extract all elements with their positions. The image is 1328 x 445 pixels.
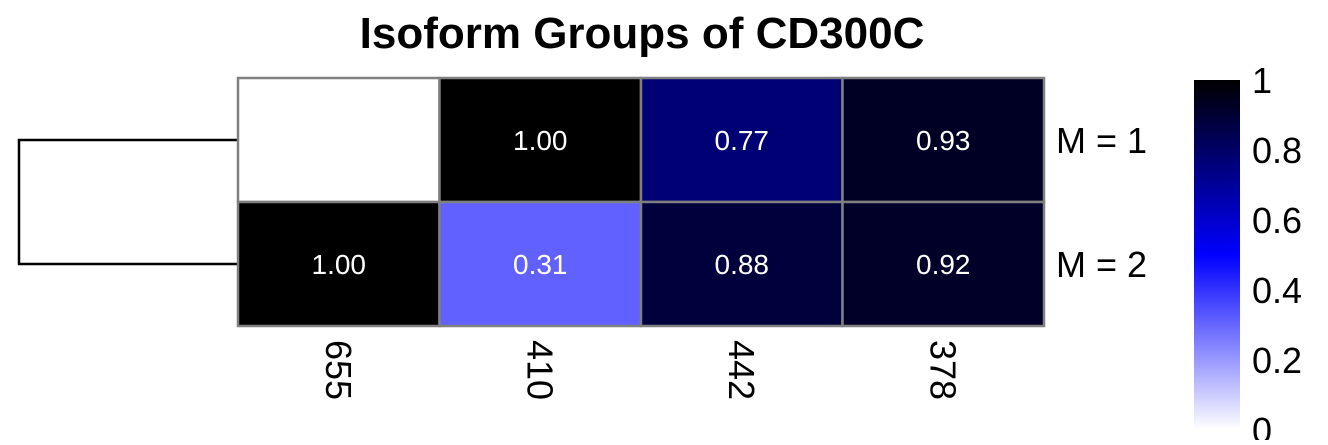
color-legend: 0 0.2 0.4 0.6 0.8 1	[1194, 60, 1302, 445]
column-label: 378	[922, 340, 963, 400]
row-label: M = 2	[1056, 244, 1147, 285]
heatmap-cell	[639, 200, 844, 328]
heatmap-cell	[438, 76, 643, 204]
column-label: 442	[721, 340, 762, 400]
cell-value-label: 1.00	[312, 249, 367, 280]
heatmap-cell	[438, 200, 643, 328]
legend-tick-label: 0.6	[1252, 200, 1302, 241]
column-label: 655	[318, 340, 359, 400]
heatmap-cell	[841, 200, 1046, 328]
legend-tick-label: 1	[1252, 60, 1272, 101]
row-dendrogram	[17, 138, 238, 266]
cell-value-label: 0.77	[715, 125, 770, 156]
heatmap-cell	[236, 76, 441, 204]
column-labels: 655 410 442 378	[318, 340, 964, 400]
legend-color-bar	[1194, 80, 1240, 430]
legend-tick-label: 0.2	[1252, 340, 1302, 381]
cell-value-label: 1.00	[513, 125, 568, 156]
heatmap-cell	[841, 76, 1046, 204]
heatmap-cell	[639, 76, 844, 204]
cell-value-label: 0.93	[916, 125, 971, 156]
dendrogram-branch	[17, 138, 238, 266]
legend-tick-label: 0.8	[1252, 130, 1302, 171]
column-label: 410	[519, 340, 560, 400]
cell-value-label: 0.88	[715, 249, 770, 280]
legend-tick-label: 0	[1252, 410, 1272, 440]
legend-tick-label: 0.4	[1252, 270, 1302, 311]
heatmap-cells: 1.00 0.77 0.93 1.00 0.31 0.88 0.92	[236, 76, 1046, 328]
cell-value-label: 0.31	[513, 249, 568, 280]
cell-value-label: 0.92	[916, 249, 971, 280]
chart-title: Isoform Groups of CD300C	[360, 9, 925, 58]
row-label: M = 1	[1056, 120, 1147, 161]
row-labels: M = 1 M = 2	[1056, 120, 1147, 285]
